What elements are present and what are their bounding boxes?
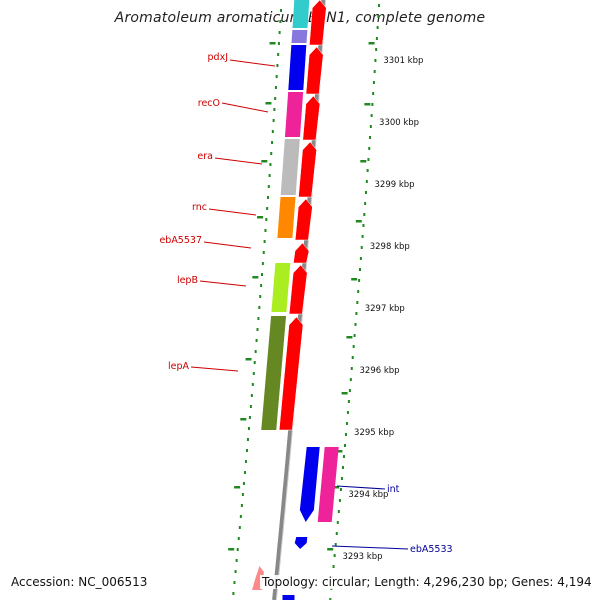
cog-block	[288, 45, 307, 90]
accession-text: Accession: NC_006513	[9, 575, 150, 589]
cog-block	[299, 447, 320, 522]
gene-leader-line	[221, 102, 269, 113]
cds-feature-arrows	[278, 0, 327, 431]
ruler-tick	[265, 102, 272, 105]
ruler-tick	[257, 216, 264, 219]
ruler-tick	[252, 276, 259, 279]
ruler-tick	[327, 548, 334, 551]
gene-label-reco: recO	[198, 98, 220, 109]
ruler-tick	[269, 42, 276, 45]
ruler-tick	[364, 103, 371, 106]
ruler-dotted-lines	[228, 4, 381, 600]
ruler-tick	[360, 160, 367, 163]
gene-label-pdxj: pdxJ	[208, 52, 228, 63]
ruler-tick	[341, 392, 348, 395]
gene-labels: pdxJ recO era rnc ebA5537 lepB lepA int ebA5533	[159, 52, 452, 555]
cds-arrow	[298, 141, 317, 198]
gene-label-era: era	[197, 151, 213, 162]
ruler-tick	[336, 450, 343, 453]
gene-leader-line	[190, 366, 239, 372]
kbp-tick-labels: 3301 kbp 3300 kbp 3299 kbp 3298 kbp 3297 kbp…	[342, 56, 423, 562]
gene-label-eba5533: ebA5533	[410, 544, 453, 555]
topology-text: Topology: circular; Length: 4,296,230 bp…	[260, 575, 594, 589]
cds-arrow	[309, 0, 327, 46]
cog-category-blocks	[252, 0, 339, 600]
cds-arrow	[305, 46, 324, 95]
gene-leader-line	[208, 208, 257, 216]
ruler-tick	[240, 418, 247, 421]
kbp-tick-label: 3297 kbp	[365, 304, 405, 314]
gene-label-eba5537: ebA5537	[159, 235, 202, 246]
cog-block	[282, 595, 295, 600]
ruler-tick	[333, 486, 340, 489]
kbp-tick-label: 3295 kbp	[354, 428, 394, 438]
kbp-tick-label: 3293 kbp	[342, 552, 382, 562]
kbp-tick-label: 3298 kbp	[370, 242, 410, 252]
cds-arrow	[288, 264, 308, 315]
kbp-tick-label: 3301 kbp	[383, 56, 423, 66]
ruler-tick	[346, 336, 353, 339]
ruler-tick	[261, 160, 268, 163]
cds-arrow	[293, 242, 310, 264]
cog-block	[261, 316, 287, 430]
cog-block	[280, 139, 300, 195]
gene-leader-line	[199, 280, 247, 287]
ruler-tick	[351, 278, 358, 281]
gene-leader-line	[331, 545, 409, 550]
kbp-tick-label: 3294 kbp	[348, 490, 388, 500]
gene-label-rnc: rnc	[192, 202, 207, 213]
ruler-tick	[245, 358, 252, 361]
ruler-tick	[234, 486, 241, 489]
cog-block	[317, 447, 339, 522]
cog-block	[294, 537, 308, 549]
cog-block	[271, 263, 291, 312]
gene-leader-line	[229, 59, 276, 67]
cog-block	[284, 92, 304, 137]
ruler-tick	[355, 220, 362, 223]
kbp-tick-label: 3299 kbp	[375, 180, 415, 190]
ruler-tick	[228, 548, 235, 551]
gene-leader-line	[336, 485, 386, 490]
cog-block	[277, 197, 296, 238]
ruler-tick	[368, 42, 375, 45]
gene-leader-line	[203, 241, 252, 249]
kbp-tick-label: 3300 kbp	[379, 118, 419, 128]
cds-arrow	[278, 316, 304, 431]
gene-label-lepb: lepB	[177, 275, 198, 286]
gene-leader-line	[214, 157, 263, 165]
cog-block	[291, 30, 308, 43]
cog-block	[292, 0, 310, 28]
kbp-tick-label: 3296 kbp	[360, 366, 400, 376]
gene-label-int: int	[387, 484, 400, 495]
gene-label-lepa: lepA	[168, 361, 190, 372]
cds-arrow	[302, 95, 321, 141]
cds-arrow	[294, 198, 313, 241]
